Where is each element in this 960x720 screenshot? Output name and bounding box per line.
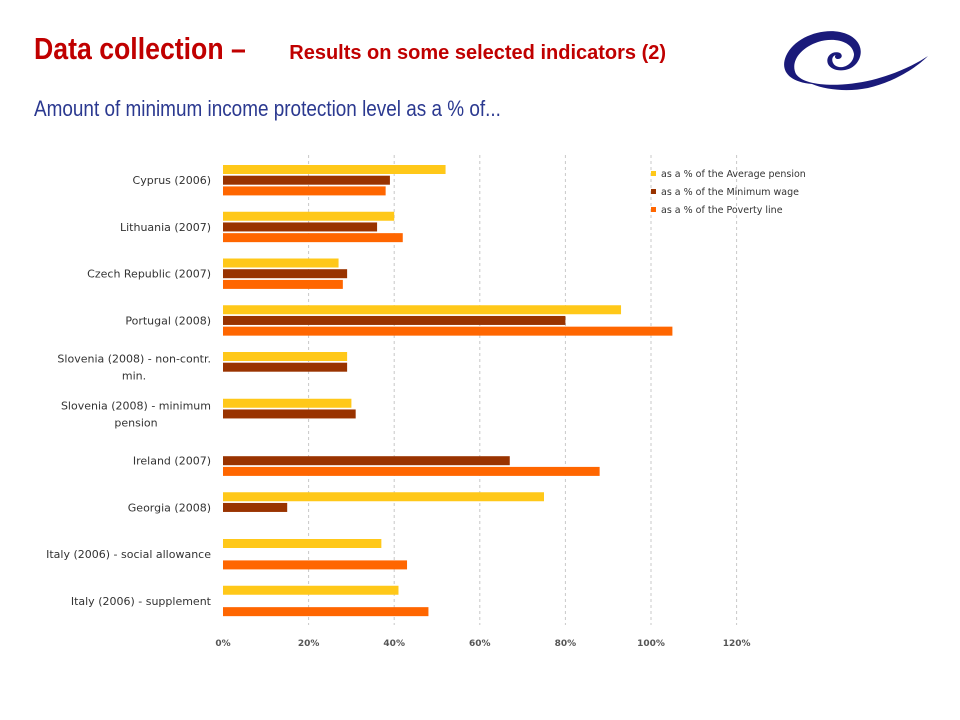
bar	[223, 175, 390, 185]
bar	[223, 211, 395, 221]
bar	[223, 502, 288, 512]
bar	[223, 398, 352, 408]
x-tick-label: 120%	[723, 639, 751, 649]
bar	[223, 305, 622, 315]
bar	[223, 165, 446, 174]
x-tick-label: 60%	[469, 639, 491, 649]
category-label: Slovenia (2008) - non-contr.	[57, 353, 211, 366]
category-label: Cyprus (2006)	[133, 174, 211, 187]
category-label: Italy (2006) - social allowance	[46, 548, 211, 561]
bar	[223, 585, 399, 595]
bar	[223, 539, 382, 548]
bar	[223, 409, 356, 419]
category-label: Lithuania (2007)	[120, 221, 211, 234]
legend-label: as a % of the Minimum wage	[661, 187, 799, 198]
x-tick-label: 0%	[215, 639, 230, 649]
bar	[223, 560, 408, 570]
bar	[223, 233, 403, 243]
bar	[223, 258, 339, 268]
bar	[223, 607, 429, 617]
council-of-europe-logo-icon	[776, 26, 932, 107]
title-sub: Results on some selected indicators (2)	[289, 42, 667, 64]
legend-swatch	[651, 189, 656, 194]
bar	[223, 456, 510, 466]
bar	[223, 315, 566, 325]
legend-swatch	[651, 171, 656, 176]
slide-title: Data collection – Results on some select…	[34, 30, 666, 67]
bar	[223, 269, 348, 279]
bar	[223, 466, 600, 476]
legend-swatch	[651, 207, 656, 212]
bar	[223, 352, 348, 361]
bar	[223, 186, 386, 196]
category-label: pension	[114, 416, 157, 429]
slide-subtitle: Amount of minimum income protection leve…	[34, 96, 501, 121]
category-label: Slovenia (2008) - minimum	[61, 399, 211, 412]
category-label: Italy (2006) - supplement	[71, 595, 212, 608]
category-label: Georgia (2008)	[128, 501, 211, 514]
legend-label: as a % of the Poverty line	[661, 205, 783, 216]
category-label: Czech Republic (2007)	[87, 268, 211, 281]
x-tick-label: 40%	[383, 639, 405, 649]
category-label: Portugal (2008)	[125, 314, 211, 327]
bar	[223, 362, 348, 372]
x-tick-label: 100%	[637, 639, 665, 649]
title-main: Data collection –	[34, 31, 246, 66]
category-label: Ireland (2007)	[133, 455, 211, 468]
bar	[223, 326, 673, 336]
category-label: min.	[122, 370, 146, 383]
x-tick-label: 20%	[298, 639, 320, 649]
bar	[223, 222, 378, 232]
legend-label: as a % of the Average pension	[661, 169, 806, 180]
x-tick-label: 80%	[555, 639, 577, 649]
bar	[223, 492, 544, 502]
bar	[223, 279, 343, 289]
